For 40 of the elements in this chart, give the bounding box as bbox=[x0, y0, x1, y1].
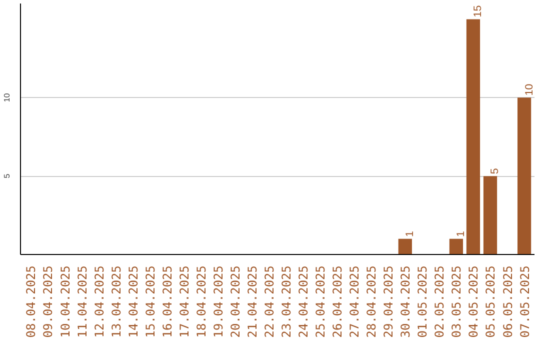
x-tick-label: 19.04.2025 bbox=[211, 265, 226, 338]
x-tick-label: 17.04.2025 bbox=[177, 265, 192, 338]
x-tick-label: 10.04.2025 bbox=[58, 265, 72, 338]
x-tick-label: 11.04.2025 bbox=[75, 265, 90, 338]
x-tick-label: 27.04.2025 bbox=[348, 265, 362, 338]
x-tick-label: 18.04.2025 bbox=[194, 265, 208, 338]
x-tick-label: 13.04.2025 bbox=[109, 265, 124, 338]
x-tick-label: 20.04.2025 bbox=[228, 265, 242, 338]
x-tick-label: 02.05.2025 bbox=[432, 265, 447, 338]
data-label: 15 bbox=[472, 5, 484, 18]
bar bbox=[517, 98, 532, 254]
x-tick-label: 03.05.2025 bbox=[450, 265, 464, 338]
x-tick-label: 04.05.2025 bbox=[466, 265, 481, 338]
x-tick-label: 22.04.2025 bbox=[262, 265, 276, 338]
bar bbox=[449, 238, 464, 254]
x-tick-label: 15.04.2025 bbox=[143, 265, 158, 338]
data-label: 1 bbox=[455, 230, 468, 237]
x-tick-label: 23.04.2025 bbox=[280, 265, 294, 338]
x-tick-label: 16.04.2025 bbox=[160, 265, 174, 338]
x-tick-label: 07.05.2025 bbox=[518, 265, 532, 338]
x-tick-label: 24.04.2025 bbox=[296, 265, 311, 338]
x-tick-label: 30.04.2025 bbox=[398, 265, 413, 338]
x-tick-label: 01.05.2025 bbox=[416, 265, 430, 338]
data-label: 1 bbox=[404, 230, 416, 237]
x-tick-label: 14.04.2025 bbox=[126, 265, 140, 338]
x-tick-label: 06.05.2025 bbox=[500, 265, 515, 338]
bar bbox=[398, 238, 412, 254]
bar bbox=[466, 19, 480, 254]
x-tick-label: 09.04.2025 bbox=[41, 265, 56, 338]
x-tick-label: 05.05.2025 bbox=[484, 265, 498, 338]
x-tick-label: 08.04.2025 bbox=[24, 265, 38, 338]
x-tick-label: 21.04.2025 bbox=[245, 265, 260, 338]
x-tick-label: 12.04.2025 bbox=[92, 265, 106, 338]
data-label: 10 bbox=[523, 84, 536, 96]
bar bbox=[483, 176, 498, 254]
x-tick-label: 26.04.2025 bbox=[330, 265, 345, 338]
x-tick-label: 29.04.2025 bbox=[382, 265, 396, 338]
data-label: 5 bbox=[489, 168, 502, 174]
x-tick-label: 28.04.2025 bbox=[364, 265, 379, 338]
x-tick-label: 25.04.2025 bbox=[314, 265, 328, 338]
